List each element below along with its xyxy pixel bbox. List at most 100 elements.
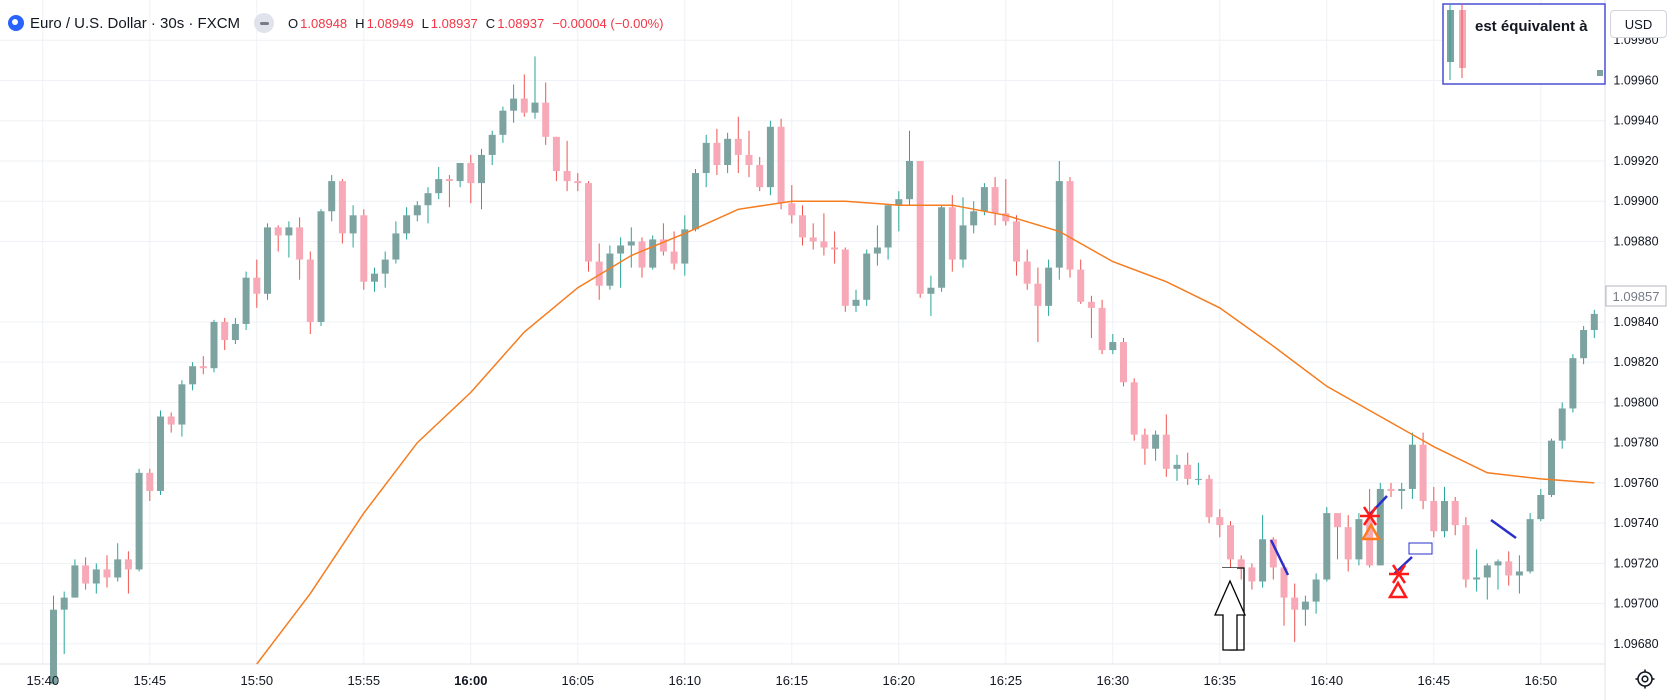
candle-up[interactable] bbox=[1055, 160, 1063, 280]
candle-up[interactable] bbox=[157, 410, 164, 495]
candle-down[interactable] bbox=[1334, 513, 1341, 560]
candle-down[interactable] bbox=[1023, 249, 1031, 290]
candle-up[interactable] bbox=[1194, 462, 1202, 485]
candle-down[interactable] bbox=[638, 237, 646, 278]
candle-down[interactable] bbox=[1291, 583, 1299, 642]
candle-up[interactable] bbox=[210, 319, 218, 373]
candle-down[interactable] bbox=[563, 140, 571, 192]
candle-up[interactable] bbox=[702, 134, 710, 188]
candle-down[interactable] bbox=[713, 128, 721, 176]
candle-down[interactable] bbox=[745, 130, 753, 178]
candle-down[interactable] bbox=[585, 181, 592, 272]
candle-up[interactable] bbox=[189, 362, 197, 391]
candle-up[interactable] bbox=[510, 84, 518, 123]
candle-up[interactable] bbox=[980, 183, 988, 216]
candle-up[interactable] bbox=[959, 197, 967, 268]
candle-up[interactable] bbox=[1323, 507, 1331, 582]
candle-down[interactable] bbox=[799, 205, 806, 246]
candle-down[interactable] bbox=[1098, 299, 1106, 355]
candle-up[interactable] bbox=[60, 591, 68, 654]
candle-down[interactable] bbox=[296, 217, 304, 280]
candle-up[interactable] bbox=[1152, 430, 1160, 461]
candle-down[interactable] bbox=[1505, 551, 1513, 586]
candle-down[interactable] bbox=[659, 223, 667, 256]
candle-down[interactable] bbox=[916, 160, 924, 298]
candle-down[interactable] bbox=[1034, 267, 1042, 343]
candle-up[interactable] bbox=[1312, 573, 1320, 614]
candle-up[interactable] bbox=[938, 205, 946, 292]
candle-down[interactable] bbox=[1066, 177, 1074, 278]
candle-up[interactable] bbox=[681, 215, 689, 276]
candle-down[interactable] bbox=[1184, 452, 1192, 485]
candle-down[interactable] bbox=[124, 551, 132, 594]
candle-down[interactable] bbox=[1077, 259, 1085, 304]
candle-up[interactable] bbox=[242, 271, 250, 330]
candle-up[interactable] bbox=[1109, 334, 1117, 355]
candle-down[interactable] bbox=[820, 213, 828, 256]
candle-down[interactable] bbox=[1419, 432, 1427, 510]
candle-up[interactable] bbox=[1515, 555, 1523, 594]
candle-up[interactable] bbox=[852, 289, 860, 312]
candle-up[interactable] bbox=[328, 175, 336, 222]
candle-up[interactable] bbox=[895, 191, 903, 232]
candle-up[interactable] bbox=[906, 130, 913, 206]
candle-down[interactable] bbox=[1344, 515, 1352, 572]
currency-button[interactable]: USD bbox=[1610, 10, 1667, 38]
candle-up[interactable] bbox=[1580, 325, 1588, 365]
candle-down[interactable] bbox=[167, 412, 175, 433]
candle-down[interactable] bbox=[103, 555, 111, 588]
candle-up[interactable] bbox=[92, 563, 100, 594]
candle-down[interactable] bbox=[1462, 517, 1470, 588]
candle-up[interactable] bbox=[863, 249, 871, 306]
star-marker-icon[interactable] bbox=[1360, 506, 1380, 526]
candle-down[interactable] bbox=[274, 225, 282, 252]
candle-up[interactable] bbox=[1526, 513, 1534, 574]
candle-down[interactable] bbox=[948, 195, 956, 272]
candle-down[interactable] bbox=[253, 259, 261, 308]
candle-up[interactable] bbox=[1376, 482, 1384, 566]
candle-up[interactable] bbox=[285, 221, 293, 258]
candle-up[interactable] bbox=[1537, 488, 1545, 522]
candle-down[interactable] bbox=[595, 243, 603, 300]
candle-up[interactable] bbox=[264, 223, 271, 300]
collapse-legend-button[interactable] bbox=[254, 13, 275, 33]
candle-down[interactable] bbox=[221, 317, 229, 351]
candle-down[interactable] bbox=[1002, 179, 1010, 226]
candle-down[interactable] bbox=[831, 231, 839, 264]
candle-up[interactable] bbox=[413, 201, 421, 222]
candle-up[interactable] bbox=[1355, 513, 1363, 566]
candle-up[interactable] bbox=[1398, 482, 1406, 510]
candle-down[interactable] bbox=[1280, 563, 1288, 626]
candle-up[interactable] bbox=[1569, 354, 1577, 413]
candle-up[interactable] bbox=[231, 317, 239, 345]
candle-up[interactable] bbox=[1408, 432, 1416, 500]
candle-up[interactable] bbox=[403, 207, 411, 240]
candle-up[interactable] bbox=[1590, 309, 1598, 339]
candle-up[interactable] bbox=[766, 120, 774, 196]
candle-up[interactable] bbox=[1548, 438, 1555, 497]
rectangle-annotation[interactable] bbox=[1408, 542, 1433, 555]
candle-up[interactable] bbox=[1473, 549, 1481, 592]
candle-up[interactable] bbox=[71, 559, 79, 598]
candle-down[interactable] bbox=[841, 247, 849, 312]
candle-up[interactable] bbox=[1483, 563, 1491, 600]
candle-down[interactable] bbox=[1248, 563, 1256, 590]
candle-down[interactable] bbox=[1205, 474, 1213, 524]
candle-up[interactable] bbox=[970, 201, 978, 234]
candle-down[interactable] bbox=[82, 557, 90, 590]
candle-down[interactable] bbox=[1013, 215, 1020, 276]
candle-down[interactable] bbox=[1451, 496, 1459, 536]
candle-up[interactable] bbox=[478, 148, 485, 210]
candle-up[interactable] bbox=[499, 106, 507, 143]
triangle-marker-icon[interactable] bbox=[1360, 522, 1382, 541]
candle-up[interactable] bbox=[873, 225, 881, 266]
candle-down[interactable] bbox=[542, 82, 550, 145]
candle-up[interactable] bbox=[349, 205, 357, 248]
candle-up[interactable] bbox=[1441, 486, 1448, 538]
candle-down[interactable] bbox=[1120, 338, 1127, 387]
candle-up[interactable] bbox=[424, 187, 432, 224]
candle-up[interactable] bbox=[1045, 259, 1053, 316]
candle-up[interactable] bbox=[531, 56, 539, 119]
candle-up[interactable] bbox=[435, 167, 443, 200]
candle-up[interactable] bbox=[692, 169, 699, 232]
